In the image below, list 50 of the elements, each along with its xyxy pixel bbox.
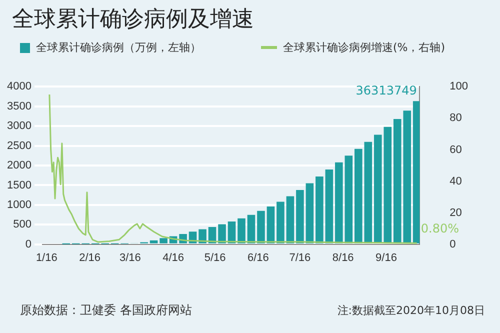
y-tick-label: 3000 — [6, 120, 32, 132]
bar — [335, 162, 343, 244]
y-tick-label: 0 — [25, 238, 32, 250]
y2-tick-label: 60 — [450, 144, 462, 156]
y-tick-label: 2000 — [6, 160, 32, 172]
y2-tick-label: 100 — [450, 80, 468, 93]
bar — [344, 156, 353, 244]
y-tick-label: 500 — [13, 218, 32, 231]
bar — [412, 101, 420, 244]
bar — [238, 218, 246, 244]
x-tick-label: 8/16 — [332, 252, 354, 264]
y2-tick-label: 20 — [450, 206, 462, 219]
y-tick-label: 4000 — [6, 80, 32, 93]
chart-title: 全球累计确诊病例及增速 — [12, 6, 254, 34]
x-tick-label: 4/16 — [162, 252, 184, 264]
bar — [296, 190, 304, 244]
y-tick-label: 2500 — [6, 140, 32, 152]
bar — [160, 238, 168, 244]
x-tick-label: 3/16 — [119, 252, 141, 264]
y-tick-label: 1500 — [6, 179, 32, 192]
bar — [228, 222, 236, 244]
y2-tick-label: 80 — [450, 112, 462, 124]
bar — [276, 202, 284, 244]
bar — [218, 224, 226, 244]
bar — [306, 183, 314, 244]
bar — [150, 240, 158, 244]
text: 注:数据截至2020年10月08日 — [337, 303, 485, 318]
bar — [354, 148, 362, 244]
x-tick-label: 6/16 — [247, 252, 269, 264]
bar — [325, 169, 334, 244]
y2-tick-label: 0 — [450, 238, 456, 250]
text: 原始数据：卫健委 各国政府网站 — [20, 303, 192, 317]
bar — [257, 210, 265, 244]
x-tick-label: 1/16 — [36, 252, 58, 264]
bar — [316, 176, 324, 244]
y-tick-label: 1000 — [6, 198, 32, 211]
x-tick-label: 2/16 — [79, 252, 101, 264]
bar — [286, 196, 294, 244]
x-tick-label: 5/16 — [204, 252, 226, 264]
y2-tick-label: 40 — [450, 175, 462, 188]
bar — [266, 206, 275, 244]
y-tick-label: 3500 — [6, 100, 32, 112]
bar — [247, 214, 256, 244]
legend-label: 全球累计确诊病例（万例，左轴） — [35, 40, 201, 55]
annotation: 36313749 — [356, 83, 417, 98]
bar — [364, 142, 372, 244]
x-tick-label: 7/16 — [289, 252, 311, 264]
x-tick-label: 9/16 — [376, 252, 397, 264]
legend-label: 全球累计确诊病例增速(%，右轴) — [282, 40, 446, 55]
annotation: 0.80% — [420, 221, 459, 236]
